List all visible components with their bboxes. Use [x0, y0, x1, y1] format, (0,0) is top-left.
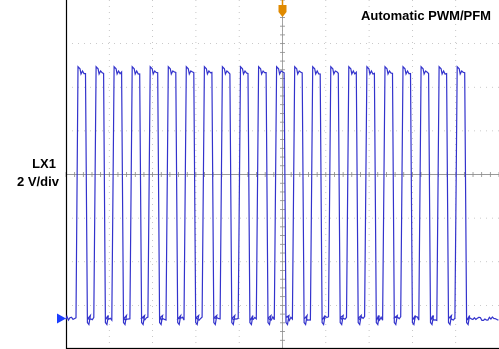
- trigger-marker: [278, 0, 287, 17]
- channel-name: LX1: [32, 156, 56, 171]
- channel-scale: 2 V/div: [17, 174, 60, 189]
- trigger-marker-shape: [278, 5, 287, 17]
- lx1-waveform: [65, 65, 499, 326]
- chart-title: Automatic PWM/PFM: [361, 8, 491, 23]
- grid: [65, 0, 499, 349]
- ground-marker: [57, 313, 66, 324]
